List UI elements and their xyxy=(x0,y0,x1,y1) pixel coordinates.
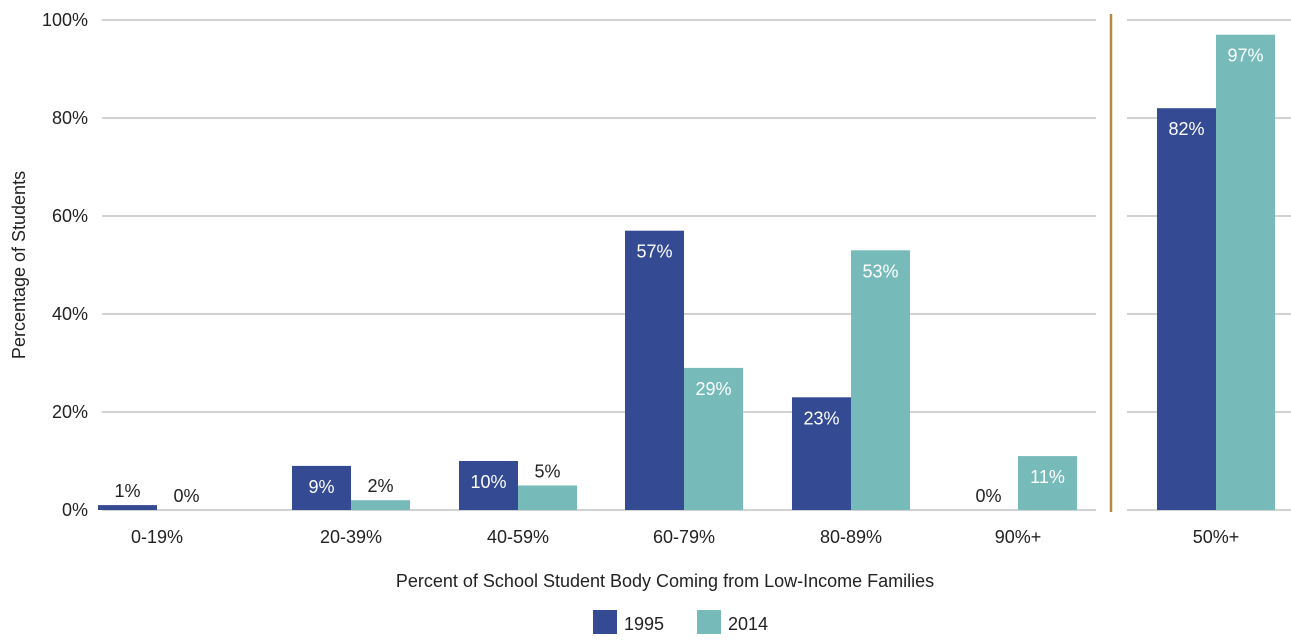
data-label-2014: 0% xyxy=(173,486,199,506)
y-tick-label: 100% xyxy=(42,10,88,30)
y-tick-label: 20% xyxy=(52,402,88,422)
x-tick-label: 90%+ xyxy=(995,527,1042,547)
x-tick-label: 60-79% xyxy=(653,527,715,547)
legend-swatch-1995 xyxy=(593,610,617,634)
bar-1995 xyxy=(625,231,684,510)
legend-label-1995: 1995 xyxy=(624,614,664,634)
y-axis-ticks: 0% 20% 40% 60% 80% 100% xyxy=(42,10,88,520)
data-label-1995: 9% xyxy=(308,477,334,497)
data-label-2014: 97% xyxy=(1227,46,1263,66)
bars xyxy=(98,35,1275,510)
y-axis-title: Percentage of Students xyxy=(9,171,29,359)
x-tick-label: 40-59% xyxy=(487,527,549,547)
data-label-2014: 29% xyxy=(695,379,731,399)
data-label-2014: 11% xyxy=(1030,467,1065,487)
y-tick-label: 40% xyxy=(52,304,88,324)
bar-2014 xyxy=(1216,35,1275,510)
bar-1995 xyxy=(1157,108,1216,510)
data-label-2014: 5% xyxy=(534,462,560,482)
legend-label-2014: 2014 xyxy=(728,614,768,634)
x-tick-label: 20-39% xyxy=(320,527,382,547)
y-tick-label: 80% xyxy=(52,108,88,128)
y-tick-label: 0% xyxy=(62,500,88,520)
bar-2014 xyxy=(351,500,410,510)
data-label-1995: 0% xyxy=(975,486,1001,506)
x-tick-label: 80-89% xyxy=(820,527,882,547)
data-label-1995: 82% xyxy=(1168,119,1204,139)
data-label-1995: 1% xyxy=(114,481,140,501)
bar-2014 xyxy=(851,250,910,510)
data-label-1995: 10% xyxy=(470,472,506,492)
bar-1995 xyxy=(98,505,157,510)
legend: 1995 2014 xyxy=(593,610,768,634)
data-label-2014: 2% xyxy=(367,476,393,496)
x-axis-title: Percent of School Student Body Coming fr… xyxy=(396,571,934,591)
data-label-1995: 57% xyxy=(636,242,672,262)
x-tick-label: 0-19% xyxy=(131,527,183,547)
data-label-1995: 23% xyxy=(803,408,839,428)
x-tick-label: 50%+ xyxy=(1193,527,1240,547)
x-axis-ticks: 0-19% 20-39% 40-59% 60-79% 80-89% 90%+ 50%+ xyxy=(131,527,1239,547)
data-label-2014: 53% xyxy=(862,261,898,281)
legend-swatch-2014 xyxy=(697,610,721,634)
bar-2014 xyxy=(518,486,577,511)
y-tick-label: 60% xyxy=(52,206,88,226)
